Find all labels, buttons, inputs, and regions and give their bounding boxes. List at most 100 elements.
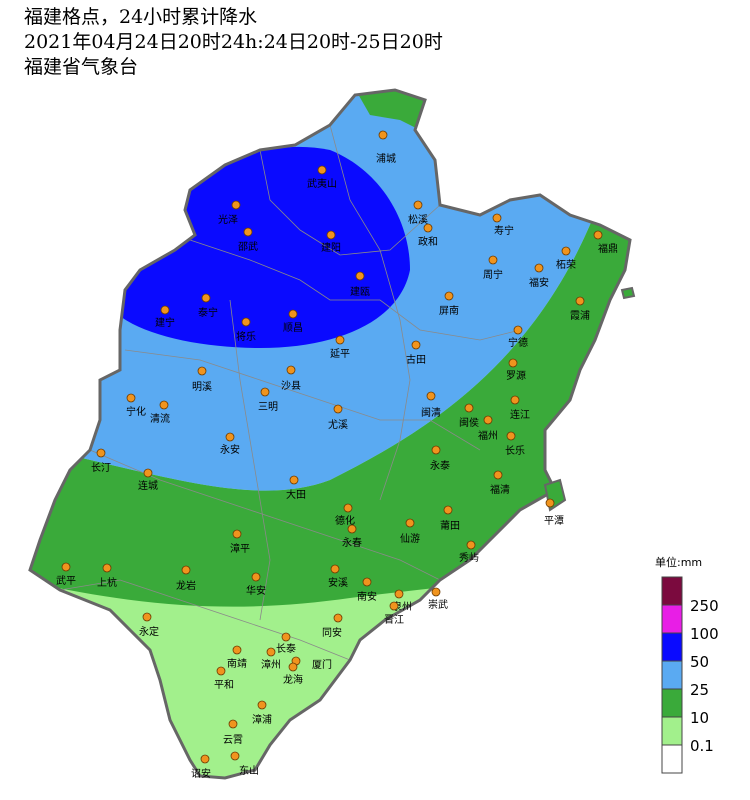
legend-swatch — [661, 716, 683, 746]
city-dot — [230, 751, 240, 761]
city-dot — [142, 612, 152, 622]
city-label: 延平 — [330, 348, 350, 360]
city-dot — [286, 365, 296, 375]
city-label: 松溪 — [408, 213, 428, 226]
city-label: 福安 — [529, 276, 549, 289]
city-dot — [232, 529, 242, 539]
city-label: 福州 — [478, 429, 498, 442]
city-label: 屏南 — [439, 304, 459, 317]
city-label: 光泽 — [218, 213, 238, 226]
city-dot — [241, 317, 251, 327]
city-dot — [260, 387, 270, 397]
legend-swatch — [661, 660, 683, 690]
city-label: 东山 — [239, 764, 259, 777]
city-dot — [333, 613, 343, 623]
city-label: 同安 — [322, 626, 342, 639]
city-dot — [389, 601, 399, 611]
city-label: 宁化 — [126, 405, 146, 418]
city-dot — [232, 645, 242, 655]
city-label: 柘荣 — [556, 258, 576, 271]
city-label: 华安 — [246, 584, 266, 597]
title-line: 福建格点，24小时累计降水 — [24, 6, 257, 28]
city-dot — [483, 415, 493, 425]
city-dot — [288, 662, 298, 672]
city-dot — [317, 165, 327, 175]
city-label: 安溪 — [328, 576, 348, 589]
city-label: 连江 — [510, 408, 530, 421]
city-label: 浦城 — [376, 152, 396, 165]
legend-label: 250 — [690, 597, 719, 615]
city-dot — [426, 391, 436, 401]
city-dot — [423, 223, 433, 233]
city-label: 建瓯 — [350, 285, 370, 298]
city-dot — [488, 255, 498, 265]
legend-label: 0.1 — [690, 737, 714, 755]
city-label: 长泰 — [276, 642, 296, 655]
city-label: 永泰 — [430, 459, 450, 472]
city-label: 德化 — [335, 514, 355, 527]
legend-label: 25 — [690, 681, 709, 699]
city-dot — [464, 403, 474, 413]
legend-swatch — [661, 576, 683, 606]
city-label: 武夷山 — [307, 177, 337, 190]
city-label: 龙岩 — [176, 579, 196, 592]
city-dot — [347, 524, 357, 534]
city-dot — [266, 647, 276, 657]
city-dot — [160, 305, 170, 315]
legend-label: 100 — [690, 625, 719, 643]
legend-title: 单位:mm — [655, 555, 702, 569]
city-label: 寿宁 — [494, 224, 514, 237]
city-label: 南靖 — [227, 657, 247, 670]
city-label: 云霄 — [223, 734, 243, 746]
city-dot — [534, 263, 544, 273]
city-label: 长汀 — [91, 462, 111, 474]
city-dot — [102, 563, 112, 573]
city-dot — [197, 366, 207, 376]
city-dot — [281, 632, 291, 642]
city-dot — [201, 293, 211, 303]
city-label: 诏安 — [191, 767, 211, 780]
city-label: 泰宁 — [198, 306, 218, 319]
legend-swatch — [661, 688, 683, 718]
city-label: 建宁 — [155, 316, 175, 329]
city-dot — [61, 562, 71, 572]
city-label: 连城 — [138, 479, 158, 492]
county-borders — [59, 124, 521, 661]
city-dot — [593, 230, 603, 240]
city-label: 明溪 — [192, 381, 212, 393]
city-dot — [159, 400, 169, 410]
city-label: 邵武 — [238, 240, 258, 253]
city-label: 莆田 — [440, 519, 460, 532]
city-dot — [333, 404, 343, 414]
city-label: 霞浦 — [570, 309, 590, 322]
city-label: 大田 — [286, 488, 306, 501]
city-label: 长乐 — [505, 445, 525, 457]
legend: 250 100 50 25 10 0.1 — [661, 576, 719, 755]
city-label: 上杭 — [97, 576, 117, 589]
city-dot — [444, 291, 454, 301]
title-line: 2021年04月24日20时24h:24日20时-25日20时 — [24, 31, 443, 53]
city-label: 武平 — [56, 574, 76, 587]
city-dot — [355, 271, 365, 281]
city-label: 闽侯 — [459, 416, 479, 429]
city-label: 古田 — [406, 353, 426, 366]
city-dot — [200, 754, 210, 764]
city-label: 罗源 — [506, 369, 526, 382]
city-label: 永春 — [342, 536, 362, 549]
city-dot — [143, 468, 153, 478]
city-dot — [326, 230, 336, 240]
city-label: 崇武 — [428, 598, 448, 611]
city-label: 清流 — [150, 412, 170, 425]
city-dot — [362, 577, 372, 587]
city-dot — [394, 589, 404, 599]
city-dot — [231, 200, 241, 210]
city-dot — [506, 431, 516, 441]
city-dot — [575, 296, 585, 306]
city-dot — [181, 565, 191, 575]
city-label: 建阳 — [321, 241, 341, 254]
city-label: 漳州 — [261, 658, 281, 671]
city-dot — [335, 335, 345, 345]
